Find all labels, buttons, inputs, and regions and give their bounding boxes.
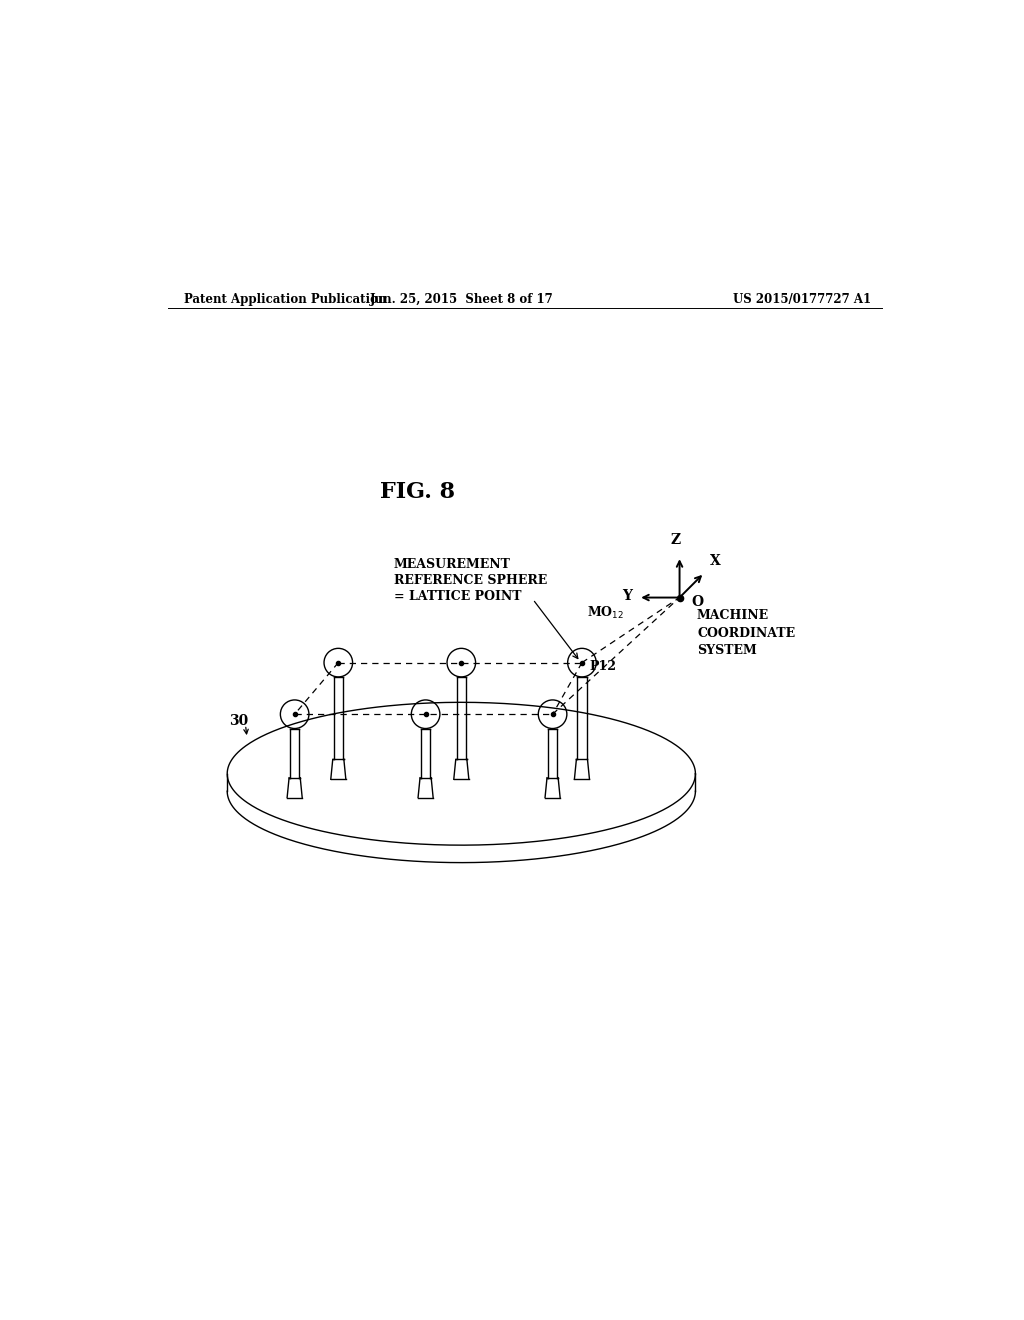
Text: X: X <box>710 554 721 568</box>
Text: 30: 30 <box>229 714 249 727</box>
Text: = LATTICE POINT: = LATTICE POINT <box>394 590 521 603</box>
Text: Y: Y <box>623 589 632 603</box>
Text: MACHINE: MACHINE <box>697 610 769 623</box>
Text: COORDINATE: COORDINATE <box>697 627 796 640</box>
Text: O: O <box>691 594 703 609</box>
Text: US 2015/0177727 A1: US 2015/0177727 A1 <box>733 293 871 306</box>
Text: Z: Z <box>671 533 681 546</box>
Text: P12: P12 <box>590 660 616 673</box>
Text: FIG. 8: FIG. 8 <box>380 480 456 503</box>
Text: Patent Application Publication: Patent Application Publication <box>183 293 386 306</box>
Text: Jun. 25, 2015  Sheet 8 of 17: Jun. 25, 2015 Sheet 8 of 17 <box>370 293 553 306</box>
Text: REFERENCE SPHERE: REFERENCE SPHERE <box>394 574 547 587</box>
Text: MEASUREMENT: MEASUREMENT <box>394 558 511 572</box>
Text: MO$_{12}$: MO$_{12}$ <box>587 605 624 620</box>
Text: SYSTEM: SYSTEM <box>697 644 757 657</box>
